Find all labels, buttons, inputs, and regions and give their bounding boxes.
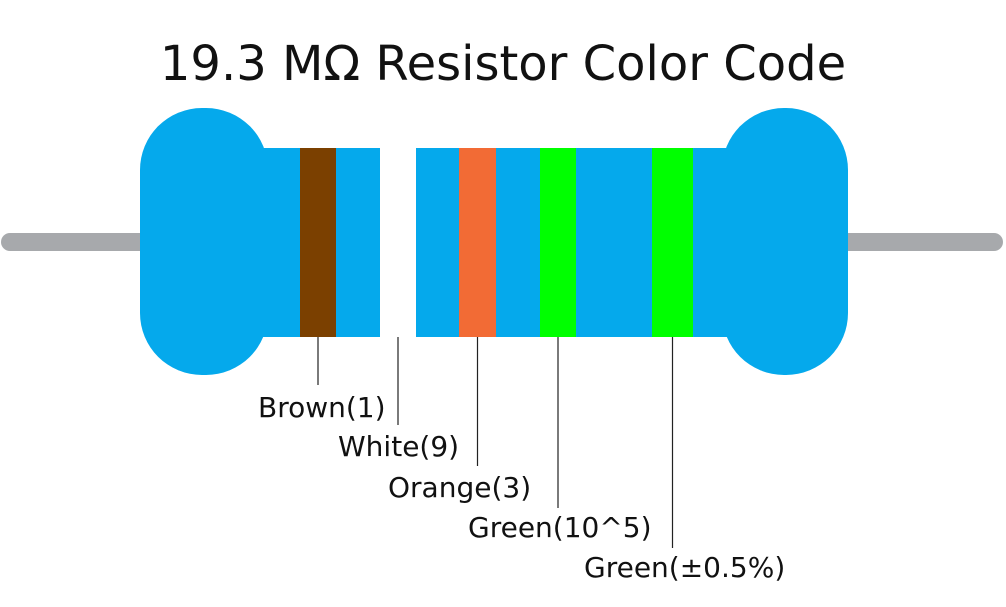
body-left-cap	[140, 108, 268, 375]
color-band	[652, 148, 693, 337]
color-band	[459, 148, 496, 337]
bands: Brown(1) White(9) Orange(3) Green(10^5) Gree…	[258, 148, 785, 584]
body-right-cap	[722, 108, 848, 375]
color-band	[300, 148, 336, 337]
band-label: Green(10^5)	[468, 511, 652, 544]
band-label: Brown(1)	[258, 391, 386, 424]
color-band	[380, 148, 416, 337]
color-band	[540, 148, 576, 337]
band-label: Orange(3)	[388, 471, 531, 504]
band-label: Green(±0.5%)	[584, 551, 785, 584]
band-label: White(9)	[338, 430, 459, 463]
title: 19.3 MΩ Resistor Color Code	[160, 36, 846, 92]
